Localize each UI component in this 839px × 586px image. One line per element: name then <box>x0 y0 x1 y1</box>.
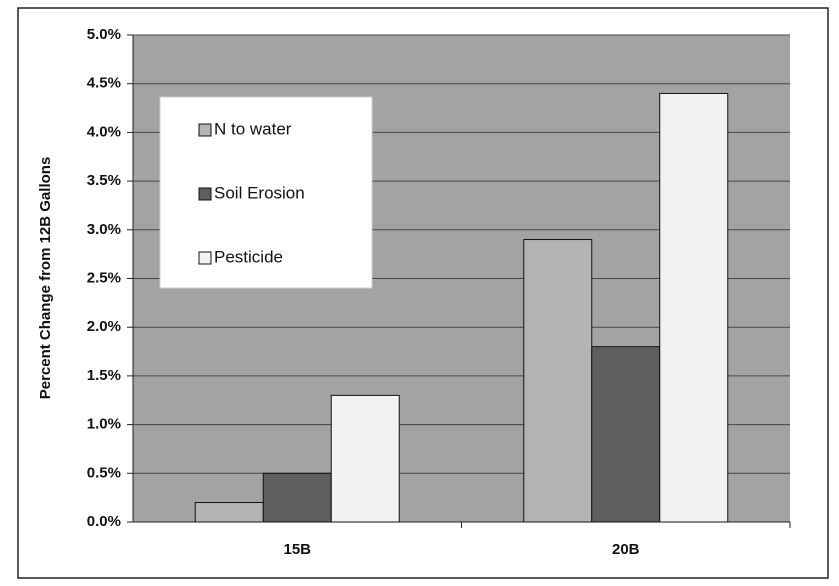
y-tick-label: 4.5% <box>87 75 121 92</box>
y-axis-label: Percent Change from 12B Gallons <box>37 157 54 400</box>
y-tick-label: 2.0% <box>87 318 121 335</box>
bar <box>659 92 729 523</box>
y-tick-label: 0.5% <box>87 464 121 481</box>
bar <box>262 472 332 523</box>
legend-label: Pesticide <box>214 247 283 266</box>
bar <box>523 239 593 523</box>
legend-box <box>159 96 373 289</box>
legend-label: Soil Erosion <box>214 183 305 202</box>
y-tick-label: 1.0% <box>87 416 121 433</box>
bar <box>330 394 400 523</box>
bar <box>591 346 661 523</box>
y-tick-label: 4.0% <box>87 123 121 140</box>
y-tick-label: 3.5% <box>87 172 121 189</box>
y-tick-label: 5.0% <box>87 26 121 43</box>
y-tick-label: 3.0% <box>87 221 121 238</box>
y-tick-label: 0.0% <box>87 513 121 530</box>
x-tick-label: 15B <box>283 541 311 558</box>
legend-swatch <box>198 251 212 265</box>
legend-swatch <box>198 123 212 137</box>
y-tick-label: 1.5% <box>87 367 121 384</box>
legend-swatch <box>198 187 212 201</box>
x-tick-label: 20B <box>612 541 640 558</box>
y-tick-label: 2.5% <box>87 269 121 286</box>
legend-label: N to water <box>214 119 292 138</box>
bar <box>194 502 264 523</box>
